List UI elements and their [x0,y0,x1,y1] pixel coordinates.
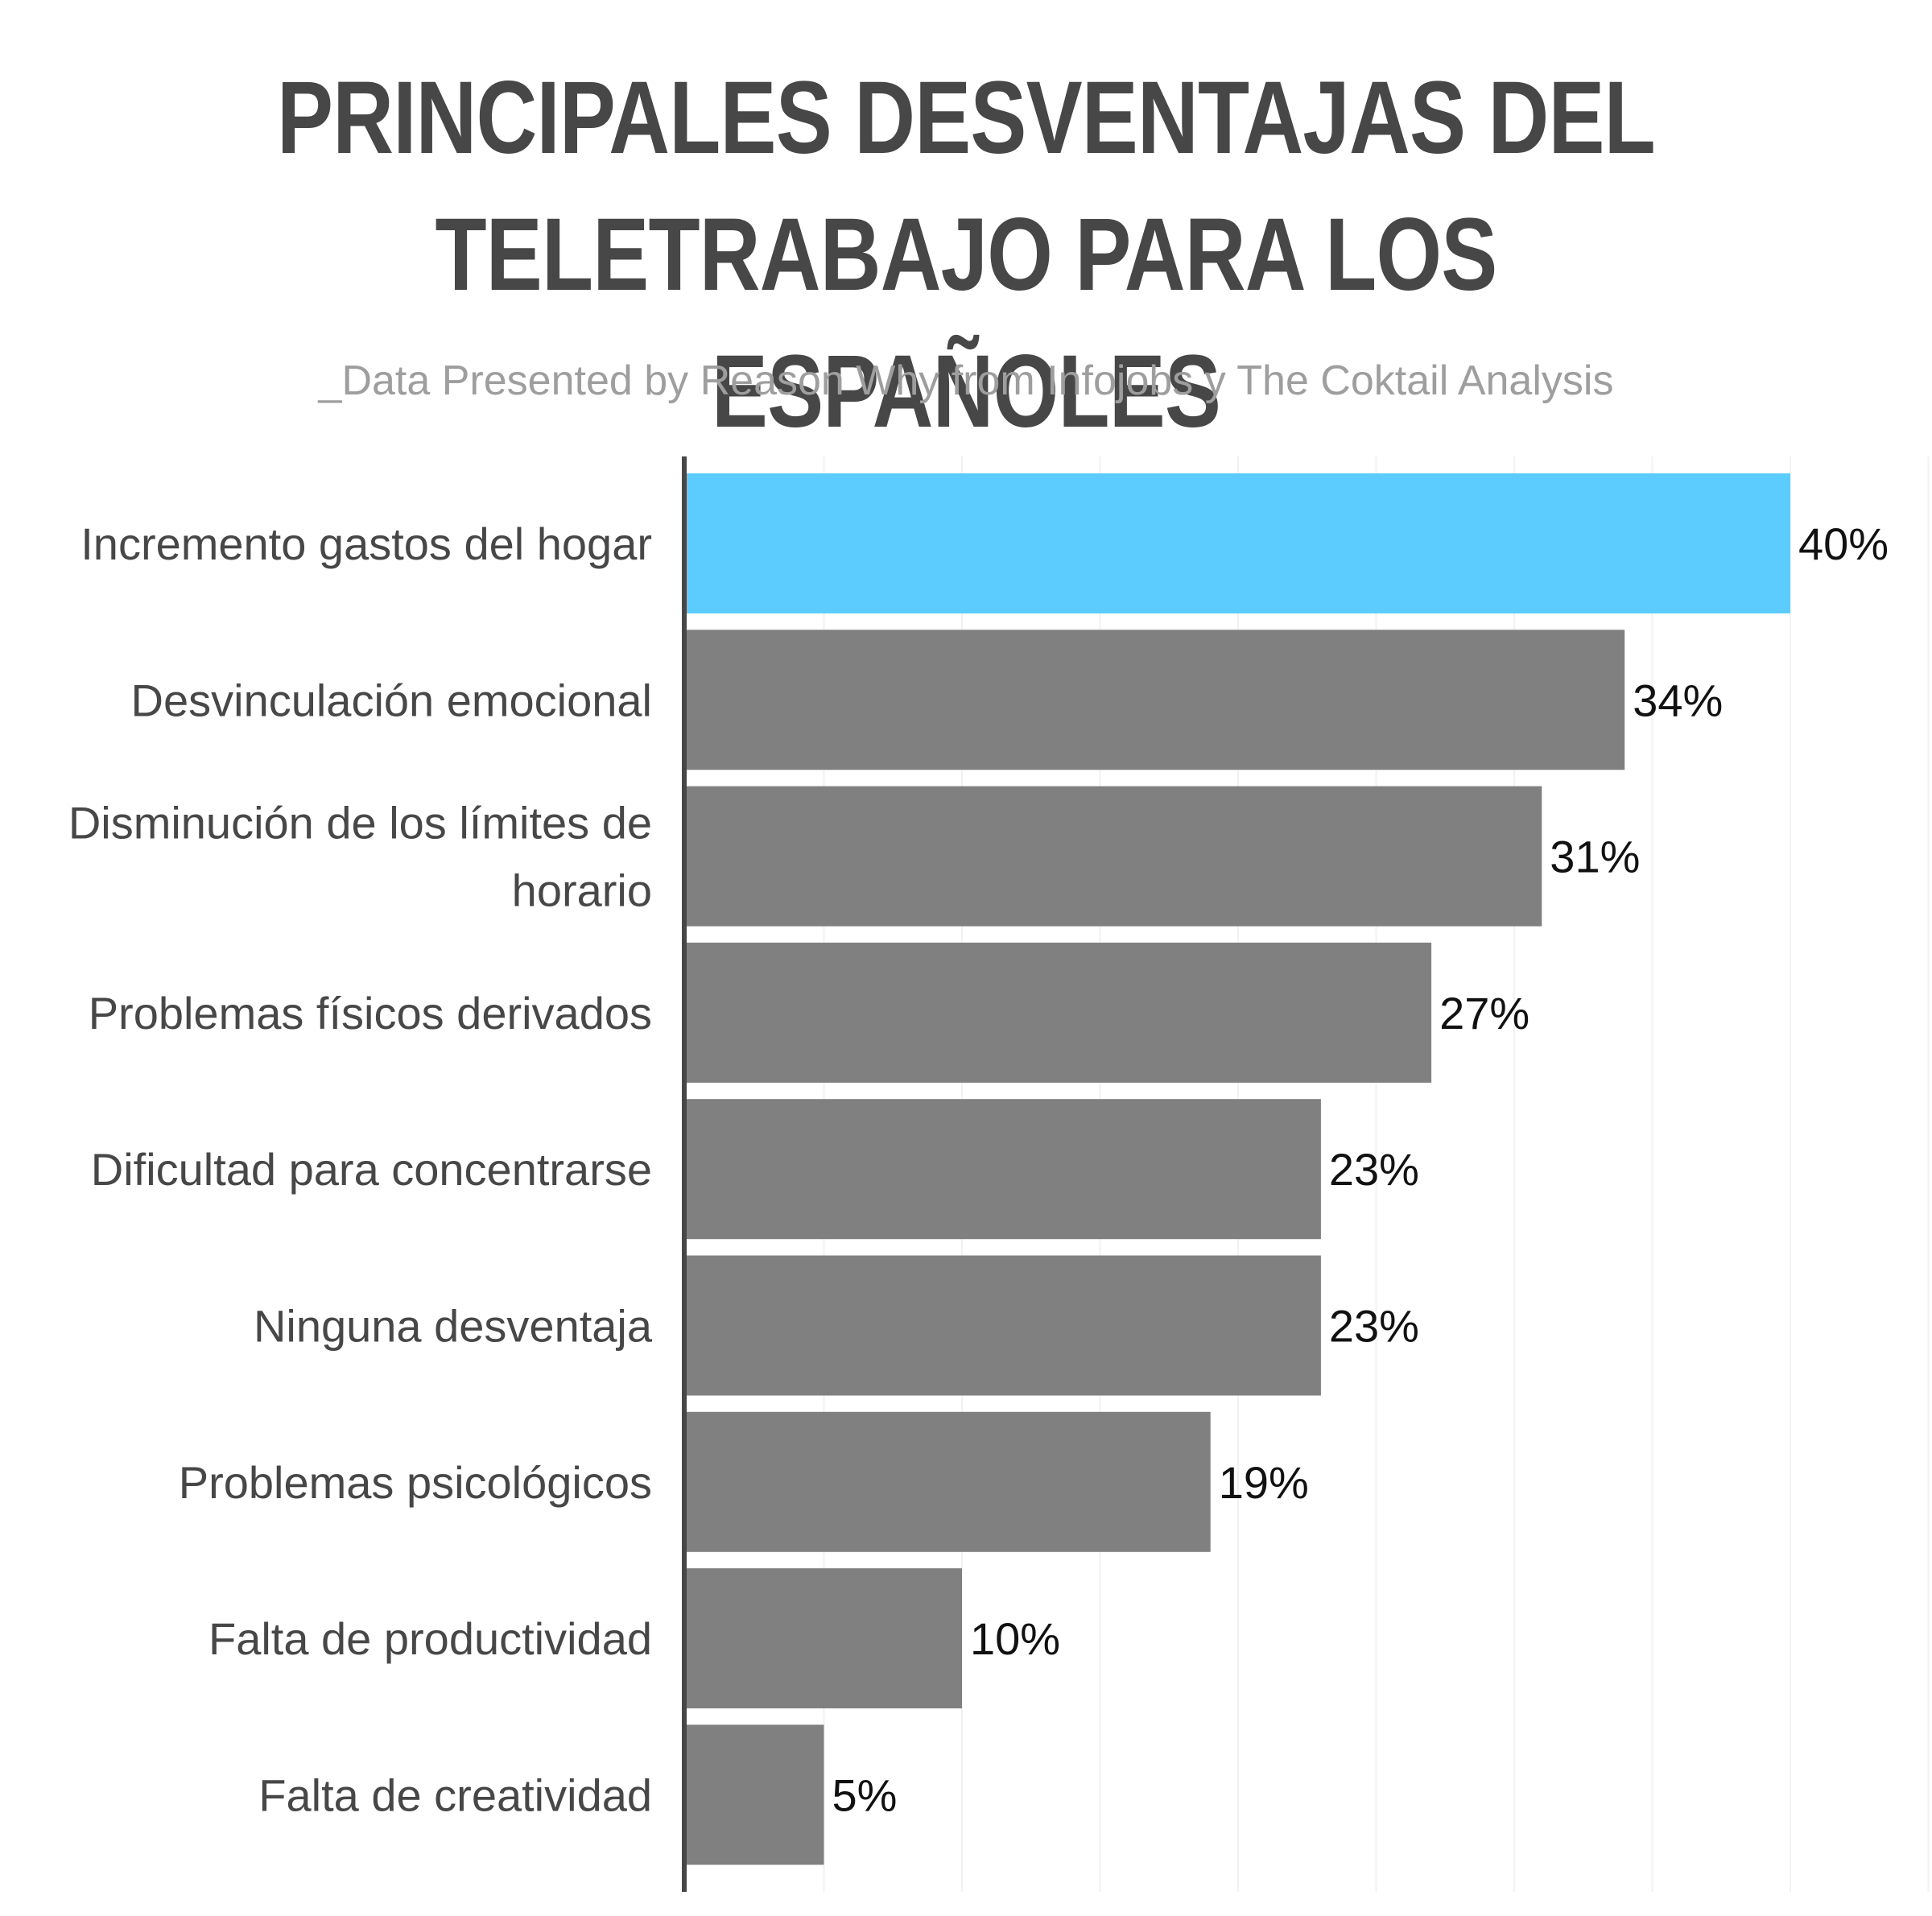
bar [686,1255,1321,1396]
value-label: 19% [1219,1457,1309,1508]
category-label-line: Desvinculación emocional [131,675,652,725]
category-label: Problemas psicológicos [179,1457,652,1508]
category-label: Falta de productividad [208,1613,652,1664]
category-label: Desvinculación emocional [131,675,652,725]
chart-title-line-1: PRINCIPALES DESVENTAJAS DEL [277,60,1656,175]
value-label: 34% [1633,675,1723,725]
category-label-line: horario [512,865,652,916]
category-label-line: Problemas psicológicos [179,1457,652,1508]
category-label-line: Dificultad para concentrarse [91,1144,652,1195]
category-label: Incremento gastos del hogar [80,518,652,569]
category-label: Falta de creatividad [258,1769,652,1820]
category-label: Disminución de los límites de horario [68,798,652,916]
bar [686,473,1790,613]
value-label: 5% [832,1769,898,1820]
bar [686,942,1432,1083]
chart-title: PRINCIPALES DESVENTAJAS DEL TELETRABAJO … [0,50,1932,460]
value-label: 10% [970,1613,1060,1664]
value-label: 23% [1329,1144,1419,1195]
category-labels: Incremento gastos del hogar Desvinculació… [68,518,653,1820]
bars [686,473,1790,1865]
value-label: 31% [1550,832,1640,882]
category-label-line: Falta de creatividad [258,1769,652,1820]
bar [686,1724,824,1865]
chart-title-line-2: TELETRABAJO PARA LOS ESPAÑOLES [435,197,1498,449]
category-label: Dificultad para concentrarse [91,1144,652,1195]
category-label-line: Ninguna desventaja [254,1301,653,1352]
bar [686,1099,1321,1240]
category-label-line: Incremento gastos del hogar [80,518,652,569]
chart-subtitle: _Data Presented by Reason Why from Infoj… [318,357,1614,404]
value-label: 23% [1329,1301,1419,1352]
category-label-line: Falta de productividad [208,1613,652,1664]
category-label: Problemas físicos derivados [89,988,652,1039]
category-label: Ninguna desventaja [254,1301,653,1352]
bar [686,1411,1211,1552]
category-label-line: Problemas físicos derivados [89,988,652,1039]
value-label: 27% [1439,988,1530,1039]
value-label: 40% [1798,518,1889,569]
bar [686,630,1625,770]
bar [686,1568,962,1709]
bar [686,786,1542,927]
category-label-line: Disminución de los límites de [68,798,652,849]
value-labels: 40% 34% 31% 27% 23% 23% 19% 10% 5% [832,518,1889,1820]
